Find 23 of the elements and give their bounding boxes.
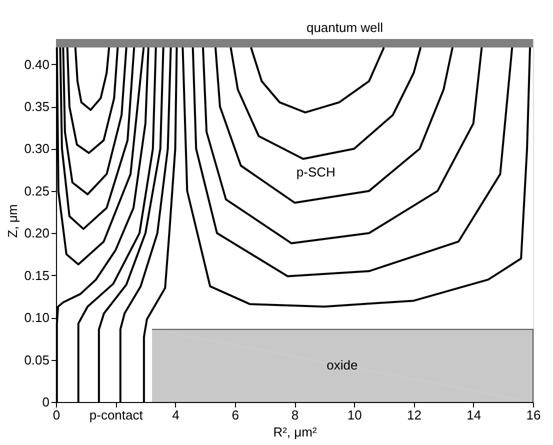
x-tick-label: 6 [232,408,239,422]
y-tick-label: 0.20 [24,226,50,241]
x-tick-label: p-contact [89,408,144,422]
y-tick-label: 0.15 [24,268,50,283]
annotation: oxide [326,358,358,373]
x-tick-label: 8 [291,408,299,422]
y-tick-label: 0 [42,394,50,410]
y-tick-label: 0.35 [24,99,50,114]
y-tick-label: 0.05 [24,352,50,368]
annotation: quantum well [306,20,384,35]
annotation: p-SCH [296,164,336,180]
y-tick-label: 0.25 [24,183,50,198]
y-tick-label: 0.10 [24,310,50,326]
x-axis-title: R², μm² [273,424,318,440]
x-tick-label: 12 [407,408,422,422]
x-tick-label: 4 [172,408,180,422]
y-tick-label: 0.40 [24,56,50,72]
x-tick-label: 14 [466,408,482,422]
x-tick-label: 10 [347,408,362,422]
y-axis-title: Z, μm [5,204,20,238]
y-tick-label: 0.30 [24,141,50,156]
x-tick-label: 16 [526,408,541,422]
x-tick-label: 0 [52,408,60,422]
